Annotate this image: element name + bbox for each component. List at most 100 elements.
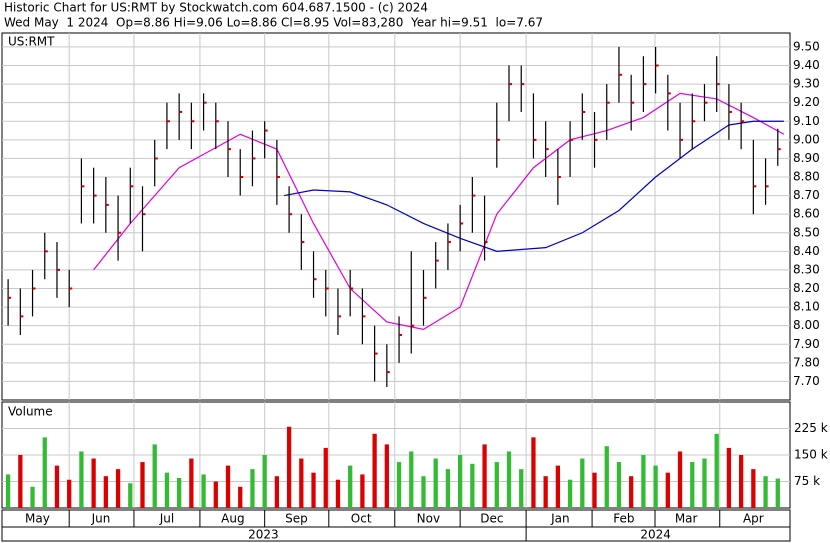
- volume-bar: [433, 458, 438, 508]
- x-tick-label: Jan: [550, 512, 570, 526]
- volume-bar: [250, 469, 255, 508]
- volume-bar: [189, 458, 194, 508]
- volume-bar: [238, 486, 243, 508]
- volume-bar: [91, 458, 96, 508]
- volume-bar: [335, 479, 341, 508]
- volume-bar: [616, 462, 622, 508]
- volume-bar: [323, 447, 328, 508]
- volume-bar: [348, 465, 353, 508]
- volume-bar: [458, 455, 463, 508]
- volume-bar: [177, 477, 182, 508]
- volume-bar: [506, 451, 512, 508]
- y-tick-label: 150 k: [794, 448, 828, 462]
- y-tick-label: 8.50: [793, 225, 820, 239]
- volume-bar: [140, 462, 145, 508]
- volume-bar: [42, 437, 47, 508]
- volume-bar: [30, 486, 35, 508]
- volume-bar: [286, 426, 292, 508]
- volume-bar: [54, 465, 60, 508]
- volume-bar: [531, 437, 536, 508]
- x-tick-label: Mar: [675, 512, 698, 526]
- volume-bar: [592, 472, 597, 508]
- moving-average: [284, 120, 784, 252]
- x-tick-label: Jun: [91, 512, 111, 526]
- volume-bar: [543, 476, 548, 508]
- y-tick-label: 225 k: [794, 421, 828, 435]
- x-tick-label: Nov: [417, 512, 440, 526]
- volume-bar: [115, 469, 121, 508]
- y-tick-label: 9.00: [793, 132, 820, 146]
- volume-bar: [775, 478, 780, 508]
- volume-bar: [653, 465, 658, 508]
- panel-label: Volume: [8, 405, 53, 419]
- volume-bar: [274, 476, 280, 508]
- y-tick-label: 8.10: [793, 300, 820, 314]
- volume-bar: [164, 472, 170, 508]
- y-tick-label: 8.40: [793, 244, 820, 258]
- price-panel: [1, 32, 791, 401]
- x-tick-label: May: [25, 512, 50, 526]
- y-tick-label: 9.10: [793, 114, 820, 128]
- y-tick-label: 8.00: [793, 318, 820, 332]
- volume-bar: [421, 476, 426, 508]
- volume-bar: [262, 455, 267, 508]
- x-tick-label: Apr: [743, 512, 764, 526]
- x-tick-label: Dec: [480, 512, 503, 526]
- x-tick-label: Feb: [613, 512, 634, 526]
- year-label: 2024: [640, 528, 671, 542]
- volume-bar: [384, 444, 389, 508]
- x-tick-label: Jul: [159, 512, 174, 526]
- volume-bar: [751, 469, 756, 508]
- volume-bar: [690, 462, 695, 508]
- volume-bar: [103, 476, 108, 508]
- x-tick-label: Sep: [285, 512, 308, 526]
- volume-bar: [629, 476, 634, 508]
- year-label: 2023: [248, 528, 279, 542]
- y-tick-label: 8.30: [793, 262, 820, 276]
- y-tick-label: 9.50: [793, 39, 820, 53]
- panel-label: US:RMT: [8, 35, 55, 49]
- volume-bar: [482, 444, 487, 508]
- volume-bar: [299, 458, 304, 508]
- volume-bar: [604, 446, 609, 508]
- volume-bar: [311, 472, 316, 508]
- y-tick-label: 9.40: [793, 58, 820, 72]
- y-tick-label: 7.70: [793, 374, 820, 388]
- volume-bar: [79, 451, 84, 508]
- header-line: Wed May 1 2024 Op=8.86 Hi=9.06 Lo=8.86 C…: [4, 16, 543, 30]
- y-tick-label: 8.60: [793, 207, 820, 221]
- volume-bar: [445, 469, 451, 508]
- volume-bar: [555, 465, 561, 508]
- volume-bar: [201, 474, 206, 508]
- y-tick-label: 8.70: [793, 188, 820, 202]
- volume-bar: [494, 462, 499, 508]
- volume-bar: [665, 472, 670, 508]
- moving-average: [93, 92, 785, 331]
- volume-bar: [372, 433, 377, 508]
- y-tick-label: 8.80: [793, 170, 820, 184]
- volume-bar: [677, 451, 683, 508]
- volume-bar: [519, 469, 524, 508]
- y-tick-label: 9.20: [793, 95, 820, 109]
- y-tick-label: 9.30: [793, 77, 820, 91]
- volume-bar: [641, 455, 646, 508]
- volume-bar: [5, 474, 11, 508]
- volume-bar: [470, 463, 475, 508]
- volume-bar: [580, 458, 585, 508]
- x-tick-label: Aug: [221, 512, 244, 526]
- volume-bar: [409, 451, 414, 508]
- y-tick-label: 8.90: [793, 151, 820, 165]
- volume-bar: [726, 447, 732, 508]
- volume-bar: [67, 479, 72, 508]
- volume-bar: [738, 455, 744, 508]
- volume-bar: [128, 483, 133, 508]
- y-tick-label: 7.90: [793, 337, 820, 351]
- volume-bar: [763, 476, 768, 508]
- volume-bar: [18, 455, 23, 508]
- volume-bar: [702, 458, 707, 508]
- volume-bar: [360, 474, 365, 508]
- y-tick-label: 8.20: [793, 281, 820, 295]
- x-tick-label: Oct: [351, 512, 372, 526]
- volume-bar: [714, 433, 719, 508]
